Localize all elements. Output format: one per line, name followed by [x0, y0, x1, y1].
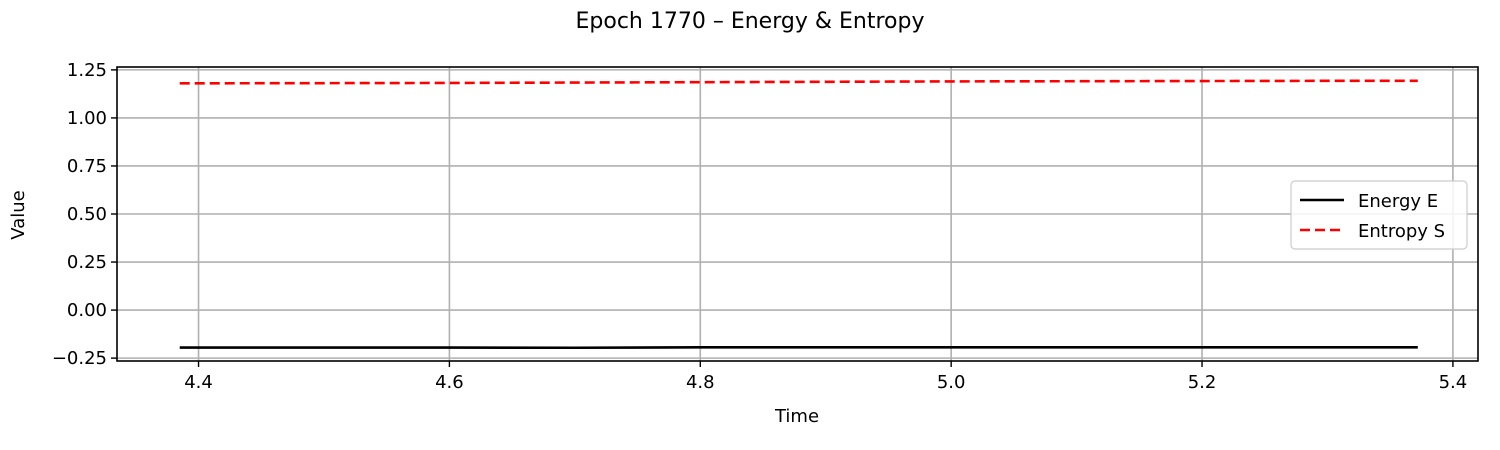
ticks: 4.4 4.6 4.8 5.0 5.2 5.4 −0.25 0.00 0.25 0.50 0.75 1…: [52, 60, 1467, 393]
chart-title: Epoch 1770 – Energy & Entropy: [576, 9, 925, 34]
y-tick-label: 0.00: [67, 300, 107, 321]
x-tick-label: 5.0: [937, 372, 966, 393]
legend-label-2: Entropy S: [1358, 221, 1445, 242]
y-tick-label: −0.25: [52, 348, 107, 369]
x-tick-label: 5.4: [1439, 372, 1468, 393]
legend: Energy E Entropy S: [1290, 180, 1468, 250]
x-tick-label: 4.4: [184, 372, 213, 393]
y-tick-label: 1.25: [67, 60, 107, 81]
grid: [117, 67, 1478, 361]
legend-box: [1290, 180, 1468, 250]
y-tick-label: 0.25: [67, 252, 107, 273]
series-line-2: [179, 79, 1418, 85]
series-lines: [179, 79, 1418, 350]
legend-label-1: Energy E: [1358, 191, 1438, 212]
x-axis-label: Time: [774, 406, 819, 427]
x-tick-label: 4.6: [435, 372, 464, 393]
y-tick-label: 0.75: [67, 156, 107, 177]
y-tick-label: 0.50: [67, 204, 107, 225]
y-axis-label: Value: [8, 190, 29, 239]
y-tick-label: 1.00: [67, 108, 107, 129]
x-tick-label: 5.2: [1188, 372, 1217, 393]
x-tick-label: 4.8: [686, 372, 715, 393]
